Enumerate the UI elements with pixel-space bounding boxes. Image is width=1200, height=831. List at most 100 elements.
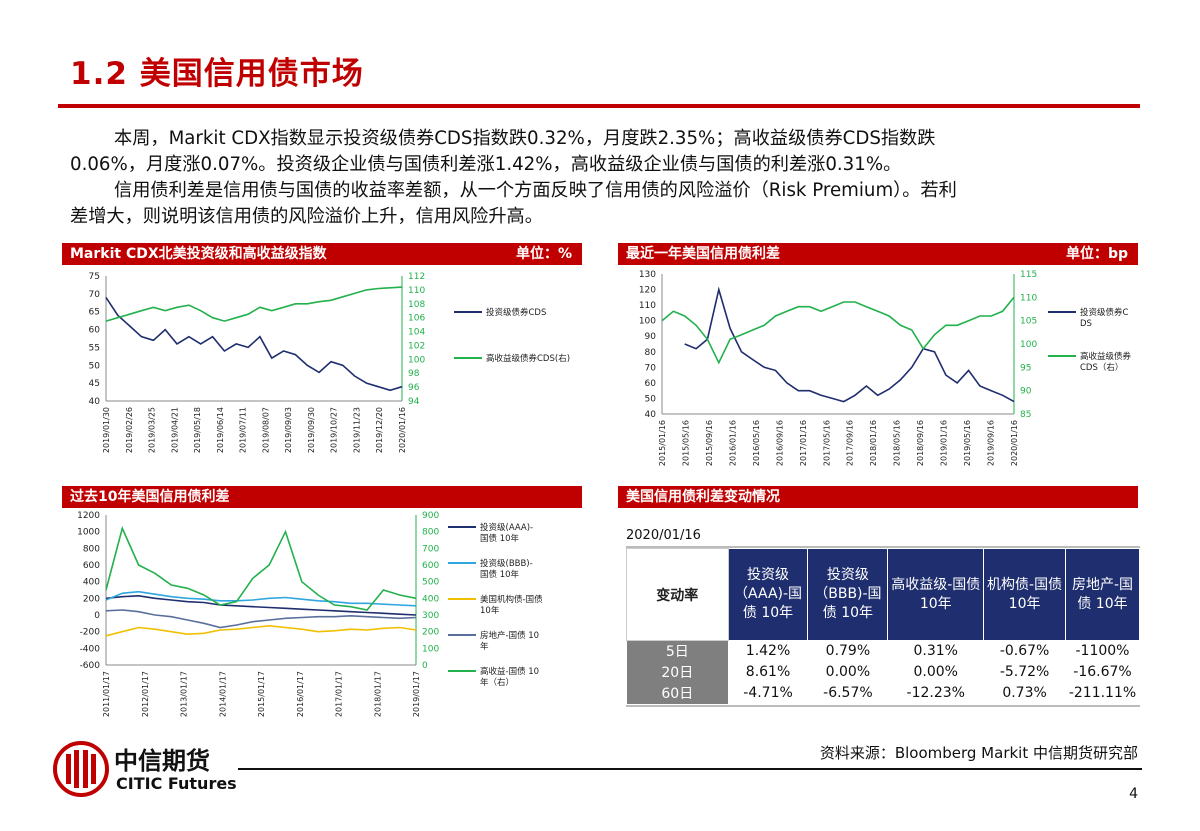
y-left-tick-label: 1200 — [77, 511, 100, 521]
x-tick-label: 2020/01/16 — [1010, 420, 1019, 466]
x-tick-label: 2018/09/16 — [916, 420, 925, 466]
y-right-tick-label: 115 — [1020, 270, 1037, 280]
series-line — [105, 286, 403, 322]
y-left-tick-label: 80 — [645, 348, 657, 358]
table-row: 20日 8.61% 0.00% 0.00% -5.72% -16.67% — [626, 661, 1140, 683]
y-left-tick-label: 50 — [89, 361, 101, 371]
y-left-tick-label: 60 — [645, 379, 657, 389]
y-right-tick-label: 85 — [1020, 410, 1031, 420]
y-right-tick-label: 600 — [422, 561, 439, 571]
series-line — [105, 296, 403, 392]
legend-label: 房地产-国债 10 — [480, 630, 539, 641]
y-left-tick-label: -400 — [80, 644, 101, 654]
change-table-title: 美国信用债利差变动情况 — [626, 489, 780, 505]
x-tick-label: 2019/09/03 — [284, 407, 293, 453]
legend-label: 投资级债券CDS — [486, 307, 546, 318]
x-tick-label: 2017/09/16 — [846, 420, 855, 466]
x-tick-label: 2019/05/18 — [193, 407, 202, 453]
cell: -0.67% — [983, 640, 1066, 662]
legend-label: 年 — [480, 641, 489, 652]
page-title: 1.2 美国信用债市场 — [70, 56, 364, 92]
paragraph-line-2: 0.06%，月度涨0.07%。投资级企业债与国债利差涨1.42%，高收益级企业债… — [70, 154, 902, 175]
y-left-tick-label: 60 — [89, 326, 101, 336]
x-tick-label: 2016/01/17 — [296, 671, 305, 717]
x-tick-label: 2016/09/16 — [775, 420, 784, 466]
series-line — [661, 296, 1015, 365]
cell: -16.67% — [1065, 661, 1140, 683]
y-right-tick-label: 0 — [422, 661, 428, 671]
x-tick-label: 2018/05/16 — [893, 420, 902, 466]
title-divider — [58, 104, 1140, 108]
y-right-tick-label: 100 — [408, 355, 425, 365]
y-left-tick-label: 50 — [645, 394, 657, 404]
y-left-tick-label: 130 — [639, 270, 656, 280]
spread10y-chart-title: 过去10年美国信用债利差 — [70, 489, 230, 505]
y-left-tick-label: 65 — [89, 308, 100, 318]
x-tick-label: 2015/01/17 — [257, 671, 266, 717]
x-tick-label: 2019/09/16 — [987, 420, 996, 466]
cell: 8.61% — [728, 661, 808, 683]
series-line — [105, 609, 417, 629]
cell: -12.23% — [887, 682, 984, 704]
y-left-tick-label: 200 — [83, 594, 100, 604]
x-tick-label: 2017/01/17 — [335, 671, 344, 717]
x-tick-label: 2018/01/17 — [373, 671, 382, 717]
cdx-chart-header: Markit CDX北美投资级和高收益级指数 单位：% — [62, 243, 582, 265]
y-left-tick-label: 55 — [89, 343, 100, 353]
y-right-tick-label: 98 — [408, 369, 420, 379]
x-tick-label: 2019/10/27 — [330, 407, 339, 453]
series-line — [105, 590, 417, 607]
y-left-tick-label: 70 — [645, 363, 657, 373]
x-tick-label: 2019/03/25 — [148, 407, 157, 453]
x-tick-label: 2020/01/16 — [398, 407, 407, 453]
y-right-tick-label: 400 — [422, 594, 439, 604]
y-right-tick-label: 500 — [422, 578, 439, 588]
legend-label: 国债 10年 — [480, 569, 520, 580]
logo-en: CITIC Futures — [116, 774, 237, 793]
cell: -4.71% — [728, 682, 808, 704]
page-number: 4 — [1129, 786, 1138, 802]
col-header: 投资级（BBB)-国债 10年 — [807, 548, 889, 641]
y-left-tick-label: 70 — [89, 290, 101, 300]
y-left-tick-label: 45 — [89, 379, 100, 389]
y-left-tick-label: 600 — [83, 561, 100, 571]
y-right-tick-label: 105 — [1020, 317, 1037, 327]
legend-label: 投资级债券C — [1080, 307, 1129, 318]
y-left-tick-label: 120 — [639, 286, 656, 296]
x-tick-label: 2016/05/16 — [752, 420, 761, 466]
cdx-chart-title: Markit CDX北美投资级和高收益级指数 — [70, 246, 327, 262]
y-right-tick-label: 700 — [422, 544, 439, 554]
cell: 0.00% — [887, 661, 984, 683]
y-left-tick-label: 1000 — [77, 528, 100, 538]
spread1y-chart-title: 最近一年美国信用债利差 — [626, 246, 780, 262]
series-line — [105, 594, 417, 616]
cell: -5.72% — [983, 661, 1066, 683]
legend-label: 高收益级债券 — [1080, 351, 1132, 362]
y-left-tick-label: 90 — [645, 332, 657, 342]
y-right-tick-label: 300 — [422, 611, 439, 621]
y-left-tick-label: 400 — [83, 578, 100, 588]
x-tick-label: 2014/01/17 — [218, 671, 227, 717]
legend-label: 10年 — [480, 605, 500, 616]
legend-label: 投资级(AAA)- — [480, 522, 533, 533]
spread1y-chart-header: 最近一年美国信用债利差 单位：bp — [618, 243, 1138, 265]
y-right-tick-label: 110 — [1020, 293, 1037, 303]
paragraph-line-3: 信用债利差是信用债与国债的收益率差额，从一个方面反映了信用债的风险溢价（Risk… — [114, 180, 957, 201]
cell: 0.73% — [983, 682, 1066, 704]
paragraph-line-4: 差增大，则说明该信用债的风险溢价上升，信用风险升高。 — [70, 206, 543, 227]
y-left-tick-label: 75 — [89, 272, 100, 282]
footer-rule — [238, 768, 1142, 770]
cell: 0.00% — [807, 661, 888, 683]
y-right-tick-label: 100 — [1020, 340, 1037, 350]
x-tick-label: 2019/06/14 — [216, 407, 225, 453]
series-line — [105, 624, 417, 637]
x-tick-label: 2019/01/30 — [102, 407, 111, 453]
change-table-header: 美国信用债利差变动情况 — [618, 486, 1138, 508]
legend-label: 投资级(BBB)- — [480, 558, 533, 569]
y-right-tick-label: 106 — [408, 314, 425, 324]
legend-label: 高收益-国债 10 — [480, 666, 539, 677]
y-right-tick-label: 800 — [422, 528, 439, 538]
col-header: 机构债-国债 10年 — [983, 548, 1066, 641]
table-date: 2020/01/16 — [626, 528, 701, 543]
x-tick-label: 2019/01/17 — [412, 671, 421, 717]
